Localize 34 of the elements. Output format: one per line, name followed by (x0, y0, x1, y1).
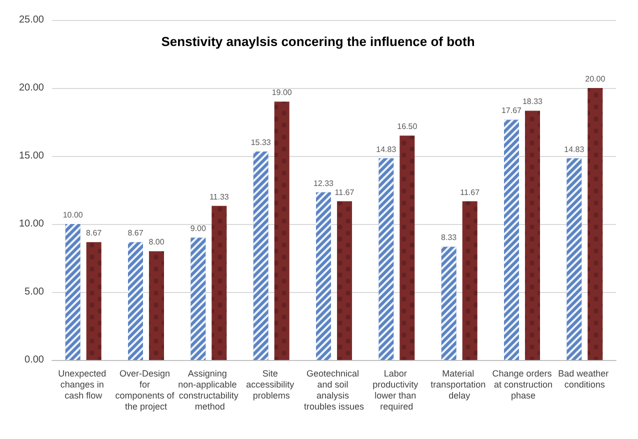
y-tick-label: 0.00 (24, 354, 44, 366)
data-label: 14.83 (376, 144, 397, 154)
x-tick-label: Site accessibility problems (246, 368, 297, 400)
x-tick-label: Geotechnical and soil analysis troubles issues (304, 368, 365, 412)
y-tick-label: 20.00 (18, 82, 44, 94)
data-label: 11.67 (460, 188, 480, 197)
data-label: 14.83 (564, 144, 585, 154)
data-label: 15.33 (250, 138, 272, 148)
data-label: 18.33 (522, 97, 544, 106)
data-label: 8.67 (128, 228, 144, 238)
x-tick-label: Material transportation delay (430, 368, 488, 400)
x-tick-label: Over-Design for components of the project (115, 368, 177, 412)
data-label: 9.00 (190, 224, 206, 234)
y-tick-label: 5.00 (24, 286, 44, 298)
data-label: 12.33 (313, 178, 334, 188)
data-label: 10.00 (62, 210, 84, 220)
data-label: 17.67 (501, 106, 522, 116)
data-label: 11.33 (209, 192, 230, 202)
x-tick-label: Unexpected changes in cash flow (58, 368, 109, 400)
text: Senstivity anaylsis concering the influence of both (161, 34, 475, 49)
data-label: 20.00 (585, 74, 606, 84)
data-label: 8.33 (441, 233, 458, 242)
data-label: 8.67 (86, 228, 102, 238)
data-label: 19.00 (272, 88, 292, 98)
y-tick-label: 25.00 (18, 14, 44, 26)
data-label: 11.67 (334, 188, 355, 197)
y-tick-label: 15.00 (18, 150, 44, 162)
x-tick-label: Bad weather conditions (558, 368, 612, 390)
x-tick-label: Change orders at construction phase (491, 368, 553, 400)
y-tick-label: 10.00 (18, 218, 44, 230)
data-label: 16.50 (397, 122, 418, 132)
data-label: 8.00 (148, 238, 165, 247)
x-tick-label: Labor productivity lower than required (372, 368, 421, 412)
x-tick-label: Assigning non-applicable constructability method (178, 368, 240, 412)
